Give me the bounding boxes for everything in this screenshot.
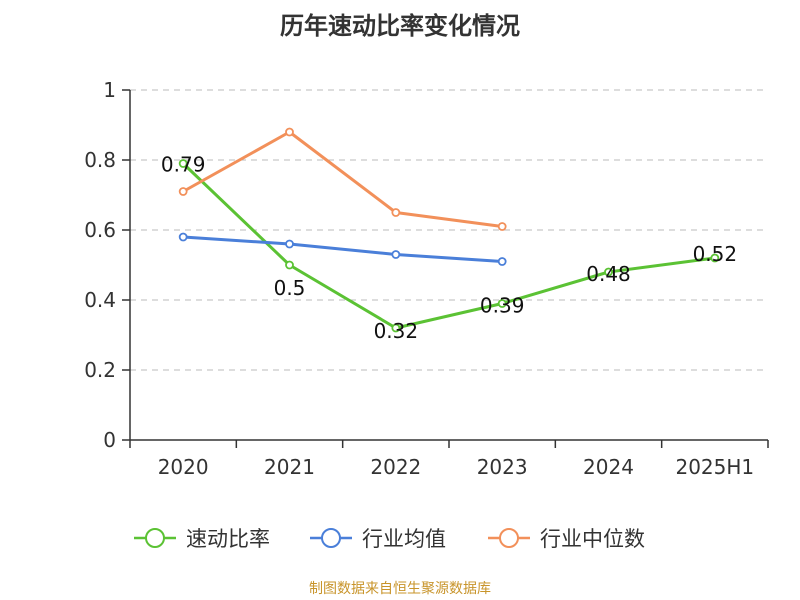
- data-label: 0.32: [374, 319, 419, 343]
- data-point[interactable]: [178, 232, 188, 242]
- data-point[interactable]: [497, 299, 507, 308]
- data-point[interactable]: [391, 208, 401, 217]
- legend-label: 行业中位数: [540, 527, 645, 551]
- y-tick-label: 0.6: [84, 218, 116, 242]
- data-point[interactable]: [497, 257, 507, 266]
- series-lines: [178, 127, 720, 333]
- data-label: 0.52: [693, 242, 738, 266]
- data-label: 0.48: [586, 262, 631, 286]
- data-point[interactable]: [604, 267, 613, 277]
- x-tick-label: 2024: [583, 455, 634, 479]
- y-tick-label: 0: [103, 428, 116, 452]
- legend-item-2[interactable]: 行业中位数: [488, 527, 645, 551]
- legend-swatch-marker: [321, 528, 341, 548]
- chart-title: 历年速动比率变化情况: [280, 12, 520, 40]
- y-tick-label: 1: [103, 78, 116, 102]
- legend-swatch-marker: [499, 528, 519, 548]
- data-point[interactable]: [710, 253, 720, 263]
- data-point[interactable]: [285, 239, 294, 249]
- series-line-1: [183, 235, 503, 263]
- series-line-0: [182, 162, 716, 330]
- x-tick-label: 2020: [158, 455, 209, 479]
- axes: 0 0.2 0.4 0.6 0.8 1 2020 2021 2022 2023 2024 2025H1: [84, 78, 769, 479]
- y-tick-label: 0.2: [84, 358, 116, 382]
- x-tick-label: 2025H1: [675, 455, 754, 479]
- data-point[interactable]: [285, 127, 294, 137]
- legend-item-0[interactable]: 速动比率: [134, 527, 270, 551]
- data-label: 0.39: [480, 294, 525, 318]
- y-tick-label: 0.8: [84, 148, 116, 172]
- data-point[interactable]: [285, 260, 294, 270]
- legend-item-1[interactable]: 行业均值: [310, 527, 446, 551]
- data-label: 0.79: [161, 153, 206, 177]
- legend[interactable]: 速动比率 行业均值 行业中位数: [134, 527, 645, 551]
- x-tick-label: 2021: [264, 455, 315, 479]
- legend-swatch-marker: [145, 528, 165, 548]
- data-labels: 0.79 0.5 0.32 0.39 0.48 0.52: [161, 153, 737, 344]
- x-tick-label: 2022: [370, 455, 421, 479]
- legend-label: 行业均值: [362, 527, 446, 551]
- data-point[interactable]: [391, 323, 401, 333]
- legend-label: 速动比率: [186, 527, 270, 551]
- data-point[interactable]: [497, 222, 507, 231]
- x-tick-label: 2023: [477, 455, 528, 479]
- data-point[interactable]: [178, 187, 188, 196]
- grid-lines: [130, 89, 768, 371]
- data-point[interactable]: [178, 159, 188, 168]
- y-tick-label: 0.4: [84, 288, 116, 312]
- data-label: 0.5: [274, 276, 306, 300]
- data-point[interactable]: [391, 250, 401, 259]
- source-note: 制图数据来自恒生聚源数据库: [309, 581, 491, 597]
- series-line-2: [182, 130, 503, 228]
